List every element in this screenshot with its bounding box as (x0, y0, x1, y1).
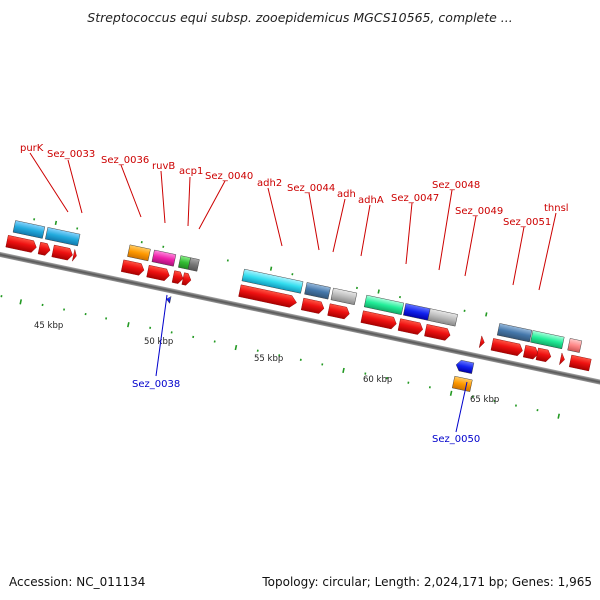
outer-ticks (33, 218, 488, 317)
gene-box-sez0040 (187, 257, 200, 272)
gene-box-sez0049 (427, 308, 458, 327)
gene-box-purK (12, 220, 46, 239)
reverse-features (166, 296, 475, 392)
cds-arrows (5, 235, 592, 372)
gene-box-sez0051 (496, 323, 533, 343)
gene-label-sez0048[interactable]: Sez_0048 (432, 180, 480, 191)
kbp-label-50: 50 kbp (144, 337, 173, 347)
gene-label-sez0050[interactable]: Sez_0050 (432, 434, 480, 445)
gene-label-acp1[interactable]: acp1 (179, 166, 203, 177)
gene-box-sez0036 (127, 244, 151, 262)
map-title: Streptococcus equi subsp. zooepidemicus … (87, 10, 513, 25)
sez0038-marker (166, 296, 172, 304)
gene-label-sez0051[interactable]: Sez_0051 (503, 217, 551, 228)
gene-label-sez0033[interactable]: Sez_0033 (47, 149, 95, 160)
gene-label-ruvB[interactable]: ruvB (152, 161, 175, 172)
gene-label-adh2[interactable]: adh2 (257, 178, 282, 189)
scale-ticks (0, 295, 560, 419)
gene-labels-top: purK Sez_0033 Sez_0036 ruvB acp1 Sez_004… (20, 143, 569, 228)
sez0050-box (452, 375, 473, 392)
gene-label-thnsl[interactable]: thnsl (544, 203, 569, 214)
gene-labels-bottom: Sez_0038 Sez_0050 (132, 294, 480, 445)
gene-box-adh2 (241, 268, 304, 294)
kbp-label-45: 45 kbp (34, 321, 63, 331)
genome-summary-text: Topology: circular; Length: 2,024,171 bp… (262, 575, 592, 589)
gene-label-adhA[interactable]: adhA (358, 195, 384, 206)
accession-text: Accession: NC_011134 (9, 575, 146, 589)
gene-box-sez0033 (45, 227, 81, 247)
label-leaders (29, 152, 557, 291)
gene-box-pink (567, 338, 583, 353)
gene-box-sez0047 (363, 294, 405, 315)
gene-box-thnsl (530, 330, 565, 350)
gene-label-sez0044[interactable]: Sez_0044 (287, 183, 335, 194)
genome-backbone (0, 243, 600, 395)
gene-box-sez0044 (304, 282, 331, 300)
kbp-labels: 45 kbp 50 kbp 55 kbp 60 kbp 65 kbp (34, 321, 499, 405)
gene-box-ruvB (151, 249, 177, 267)
feature-boxes (12, 220, 583, 353)
gene-box-sez0048 (403, 303, 431, 321)
gene-label-sez0049[interactable]: Sez_0049 (455, 206, 503, 217)
gene-label-sez0040[interactable]: Sez_0040 (205, 171, 253, 182)
gene-label-adh[interactable]: adh (337, 189, 356, 200)
gene-box-adh (330, 287, 358, 306)
sez0050-arrow (455, 359, 475, 374)
gene-label-sez0036[interactable]: Sez_0036 (101, 155, 149, 166)
kbp-label-60: 60 kbp (363, 375, 392, 385)
gene-label-purK[interactable]: purK (20, 143, 44, 154)
kbp-label-65: 65 kbp (470, 395, 499, 405)
kbp-label-55: 55 kbp (254, 354, 283, 364)
gene-label-sez0038[interactable]: Sez_0038 (132, 379, 180, 390)
gene-label-sez0047[interactable]: Sez_0047 (391, 193, 439, 204)
